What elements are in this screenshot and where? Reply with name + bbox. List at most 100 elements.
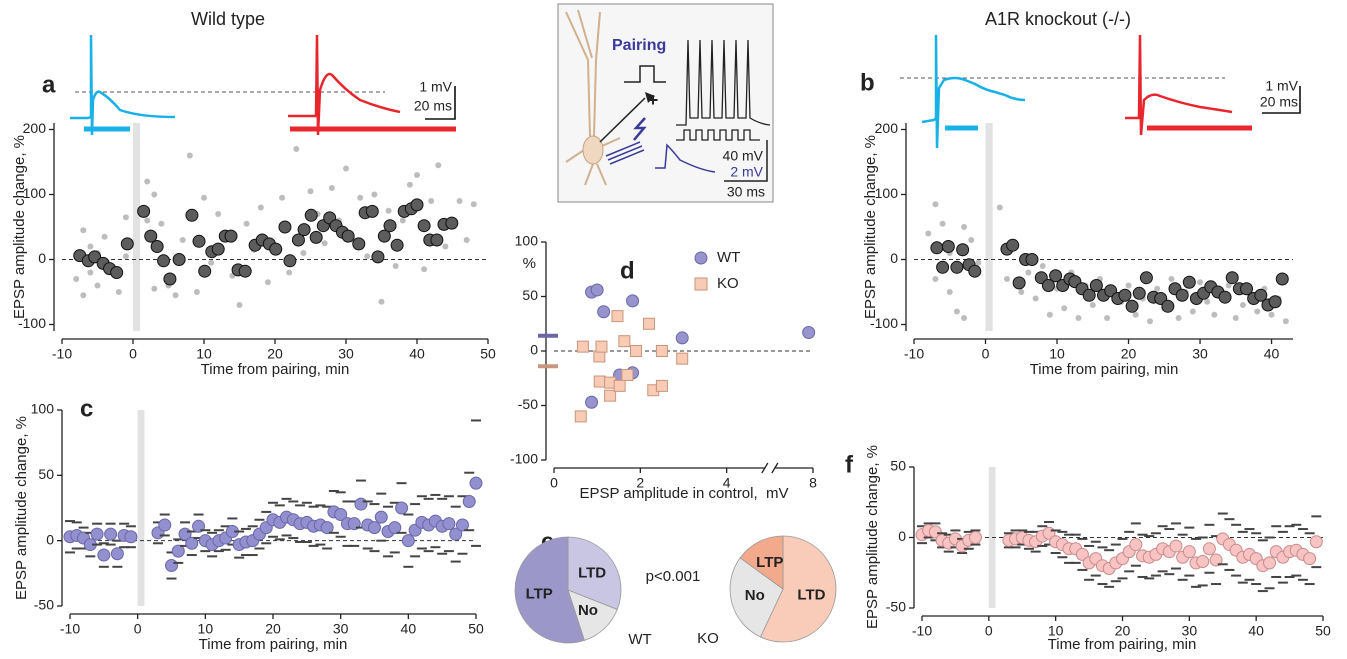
- data-point: [385, 207, 392, 214]
- data-point: [236, 302, 243, 308]
- x-tick-label: 40: [401, 621, 417, 637]
- data-point: [1146, 318, 1153, 325]
- scale-label: 20 ms: [1260, 94, 1298, 110]
- pie-label: LTD: [578, 565, 606, 582]
- data-point: [198, 264, 212, 278]
- data-point: [269, 242, 283, 256]
- data-point: [150, 240, 164, 253]
- data-point: [368, 521, 381, 535]
- data-point: [80, 292, 87, 299]
- y-axis-label: EPSP amplitude change, %: [862, 135, 879, 319]
- x-axis-label: Time from pairing, min: [201, 361, 350, 378]
- data-point: [675, 331, 689, 345]
- data-point: [621, 368, 634, 381]
- neuron-soma: [582, 135, 604, 165]
- data-point: [291, 233, 305, 247]
- data-point: [430, 233, 444, 247]
- data-point: [574, 410, 587, 423]
- data-point: [87, 243, 94, 250]
- data-point: [1309, 535, 1323, 549]
- pie-slice: [739, 535, 784, 590]
- x-tick-label: 50: [468, 621, 484, 637]
- data-point: [137, 204, 151, 218]
- x-tick-label: 8: [809, 475, 817, 491]
- data-point: [1046, 311, 1053, 318]
- trace: [70, 34, 176, 136]
- data-point: [378, 298, 385, 305]
- scale-bar: [425, 86, 456, 120]
- data-point: [1132, 286, 1146, 300]
- data-point: [120, 237, 134, 251]
- data-point: [157, 254, 171, 268]
- legend-label: KO: [717, 275, 739, 292]
- data-point: [1175, 315, 1182, 321]
- data-point: [243, 220, 250, 227]
- data-point: [374, 510, 388, 524]
- data-point: [462, 494, 476, 508]
- pie-label: LTP: [526, 586, 553, 603]
- data-point: [946, 289, 953, 295]
- data-point: [1104, 315, 1111, 321]
- data-point: [1218, 290, 1232, 304]
- data-point: [1202, 542, 1216, 556]
- y-tick-label: 50: [38, 466, 54, 482]
- trace-inset: [900, 34, 1301, 149]
- data-point: [445, 216, 459, 230]
- pairing-window: [133, 123, 141, 331]
- x-tick-label: 10: [1048, 623, 1064, 639]
- data-point: [410, 198, 424, 212]
- data-point: [1196, 554, 1210, 568]
- x-tick-label: 50: [1315, 623, 1331, 639]
- x-tick-label: 30: [333, 621, 349, 637]
- data-point: [1268, 311, 1275, 318]
- y-tick-label: 200: [875, 120, 899, 136]
- data-point: [144, 217, 151, 224]
- x-tick-label: 20: [1115, 623, 1131, 639]
- data-point: [1075, 315, 1082, 321]
- data-point: [626, 294, 640, 308]
- x-tick-label: 0: [550, 475, 558, 491]
- data-point: [278, 220, 292, 234]
- data-point: [364, 253, 371, 260]
- data-point: [151, 191, 158, 198]
- data-point: [597, 305, 611, 319]
- inset-symbol: +: [648, 90, 659, 110]
- trace: [288, 34, 401, 136]
- data-point: [192, 234, 206, 248]
- data-point: [343, 165, 349, 172]
- data-point: [1189, 308, 1196, 315]
- data-point: [151, 285, 158, 292]
- scale-bar: [1262, 86, 1301, 114]
- data-point: [1240, 282, 1254, 296]
- data-point: [655, 345, 668, 357]
- data-point: [97, 548, 111, 562]
- data-point: [961, 224, 968, 230]
- x-tick-label: -10: [904, 346, 924, 362]
- data-point: [1118, 288, 1132, 302]
- data-point: [1211, 311, 1218, 318]
- data-point: [201, 194, 207, 201]
- data-point: [1025, 253, 1039, 266]
- pulse-train: [676, 129, 760, 141]
- data-point: [1225, 271, 1239, 285]
- data-point: [124, 530, 138, 544]
- data-point: [1089, 302, 1096, 308]
- data-point: [1282, 318, 1289, 325]
- data-point: [1209, 553, 1223, 567]
- data-point: [307, 188, 314, 195]
- data-point: [304, 208, 318, 222]
- data-point: [224, 229, 238, 243]
- data-point: [1161, 299, 1175, 313]
- data-point: [208, 259, 215, 266]
- y-tick-label: 100: [31, 401, 55, 417]
- pie-slice: [759, 535, 837, 643]
- legend-label: WT: [717, 249, 740, 266]
- annotation: p<0.001: [646, 568, 701, 585]
- data-point: [1139, 271, 1153, 285]
- data-point: [406, 181, 413, 188]
- data-point: [377, 229, 391, 243]
- x-tick-label: 0: [134, 621, 142, 637]
- data-point: [968, 237, 975, 243]
- data-point: [163, 272, 177, 286]
- data-point: [193, 289, 200, 295]
